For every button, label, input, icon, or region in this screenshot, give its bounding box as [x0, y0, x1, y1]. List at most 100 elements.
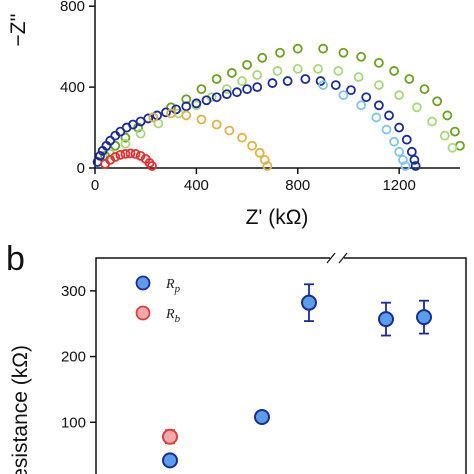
panel-a-points — [92, 43, 465, 171]
panel-a-y-axis-title: −Z'' — [7, 13, 30, 46]
panel-a-x-tick-label: 0 — [91, 177, 99, 194]
panel-a-point-series-2 — [394, 122, 405, 133]
panel-a-point-series-1 — [135, 128, 146, 139]
panel-a-point-series-4 — [181, 110, 192, 121]
panel-a-point-series-1 — [221, 84, 232, 95]
panel-a-point-series-2 — [267, 78, 278, 88]
panel-a-point-series-3 — [389, 136, 399, 147]
panel-b-point-p — [416, 309, 432, 326]
panel-a-point-series-2 — [401, 134, 412, 145]
panel-a-point-series-2 — [282, 76, 293, 86]
panel-a-point-series-2 — [409, 155, 420, 165]
legend-subscript: b — [175, 313, 181, 325]
panel-a-point-series-0 — [211, 74, 222, 84]
panel-a-point-series-4 — [224, 125, 235, 136]
panel-a-point-series-3 — [400, 161, 411, 171]
panel-a-point-series-4 — [262, 161, 273, 171]
panel-a-point-series-5 — [120, 148, 131, 159]
panel-a-point-series-0 — [257, 52, 268, 63]
panel-a-point-series-2 — [221, 89, 232, 100]
panel-a-point-series-3 — [371, 112, 382, 123]
panel-a-point-series-2 — [181, 101, 192, 112]
panel-a-point-series-0 — [432, 96, 443, 107]
panel-a-y-tick-label: 800 — [60, 0, 85, 15]
panel-a-point-series-4 — [237, 132, 247, 143]
panel-a-point-series-1 — [412, 102, 422, 113]
panel-b-axis-break-gap — [330, 252, 344, 264]
panel-b-axis-break-mark-2 — [338, 252, 348, 264]
panel-a-point-series-2 — [361, 92, 372, 103]
panel-a-point-series-0 — [419, 84, 430, 95]
panel-a-point-series-2 — [143, 113, 154, 124]
panel-a-point-series-3 — [318, 80, 329, 90]
panel-b-frame — [95, 257, 467, 474]
panel-a-point-series-4 — [166, 108, 176, 119]
panel-a-point-series-1 — [447, 142, 458, 153]
panel-a-point-series-4 — [211, 119, 222, 130]
panel-a-point-series-0 — [166, 102, 176, 113]
panel-a-point-series-5 — [147, 161, 157, 171]
panel-a-point-series-2 — [300, 74, 311, 84]
panel-a-chart: −Z'' Z' (kΩ) 0 400 800 0 400 800 1200 — [7, 0, 465, 229]
panel-a-point-series-3 — [398, 155, 408, 165]
panel-b-legend-marker-b — [135, 305, 151, 321]
panel-a-point-series-0 — [292, 43, 303, 54]
panel-b-legend-marker-p — [135, 275, 151, 291]
panel-a-point-series-1 — [252, 70, 263, 80]
panel-a-point-series-1 — [237, 76, 247, 86]
panel-a-point-series-0 — [356, 51, 367, 62]
panel-a-point-series-5 — [115, 149, 126, 160]
panel-b-letter: b — [6, 240, 25, 278]
panel-a-point-series-0 — [226, 68, 237, 78]
panel-a-point-series-0 — [442, 110, 453, 121]
panel-a-point-series-2 — [211, 92, 222, 103]
panel-b-point-p — [301, 294, 317, 311]
panel-a-x-tick-label: 400 — [184, 177, 209, 194]
legend-subscript: p — [174, 283, 181, 295]
panel-a-point-series-2 — [232, 87, 242, 98]
panel-a-point-series-1 — [394, 90, 405, 101]
legend-name: R — [165, 307, 175, 322]
panel-a-point-series-1 — [427, 116, 438, 127]
panel-a-point-series-2 — [406, 146, 417, 157]
panel-a-point-series-0 — [450, 126, 460, 137]
panel-a-point-series-1 — [120, 138, 131, 149]
panel-a-point-series-0 — [120, 132, 131, 143]
panel-b-axis-break-mark-1 — [326, 252, 336, 264]
panel-a-point-series-0 — [318, 43, 329, 54]
panel-a-y-ticks: 0 400 800 — [60, 0, 95, 177]
panel-a-point-series-2 — [105, 135, 116, 146]
panel-a-point-series-1 — [313, 64, 323, 74]
panel-a-point-series-0 — [373, 57, 384, 68]
panel-b-y-ticks: 100 200 300 — [61, 283, 96, 431]
panel-b-legend-label-b: Rb — [165, 307, 181, 325]
panel-a-point-series-5 — [130, 148, 141, 159]
panel-a-point-series-0 — [275, 47, 285, 58]
panel-a-point-series-0 — [242, 59, 252, 70]
panel-b-y-tick-label: 100 — [61, 414, 86, 431]
panel-a-point-series-3 — [338, 90, 349, 101]
panel-a-point-series-4 — [196, 114, 207, 125]
panel-a-point-series-4 — [254, 147, 265, 158]
panel-a-point-series-4 — [259, 155, 270, 165]
panel-a-point-series-1 — [333, 66, 344, 76]
panel-a-point-series-0 — [404, 74, 415, 84]
panel-a-point-series-2 — [373, 100, 384, 111]
panel-b-legend: Rp Rb — [135, 275, 181, 325]
panel-a-point-series-2 — [95, 150, 105, 161]
panel-a-point-series-5 — [125, 148, 136, 159]
panel-b-point-p — [378, 311, 394, 328]
panel-a-y-tick-label: 400 — [60, 79, 85, 96]
panel-b-legend-label-p: Rp — [165, 277, 181, 295]
panel-a-point-series-0 — [338, 47, 349, 58]
panel-a-point-series-0 — [389, 66, 399, 76]
panel-a-point-series-2 — [161, 107, 171, 118]
panel-b-y-axis-title: Resistance (kΩ) — [9, 345, 32, 474]
panel-a-point-series-1 — [353, 72, 364, 82]
panel-a-point-series-2 — [384, 110, 394, 121]
panel-a-x-tick-label: 800 — [285, 177, 310, 194]
panel-a-point-series-2 — [330, 80, 341, 90]
panel-a-point-series-2 — [201, 95, 212, 106]
